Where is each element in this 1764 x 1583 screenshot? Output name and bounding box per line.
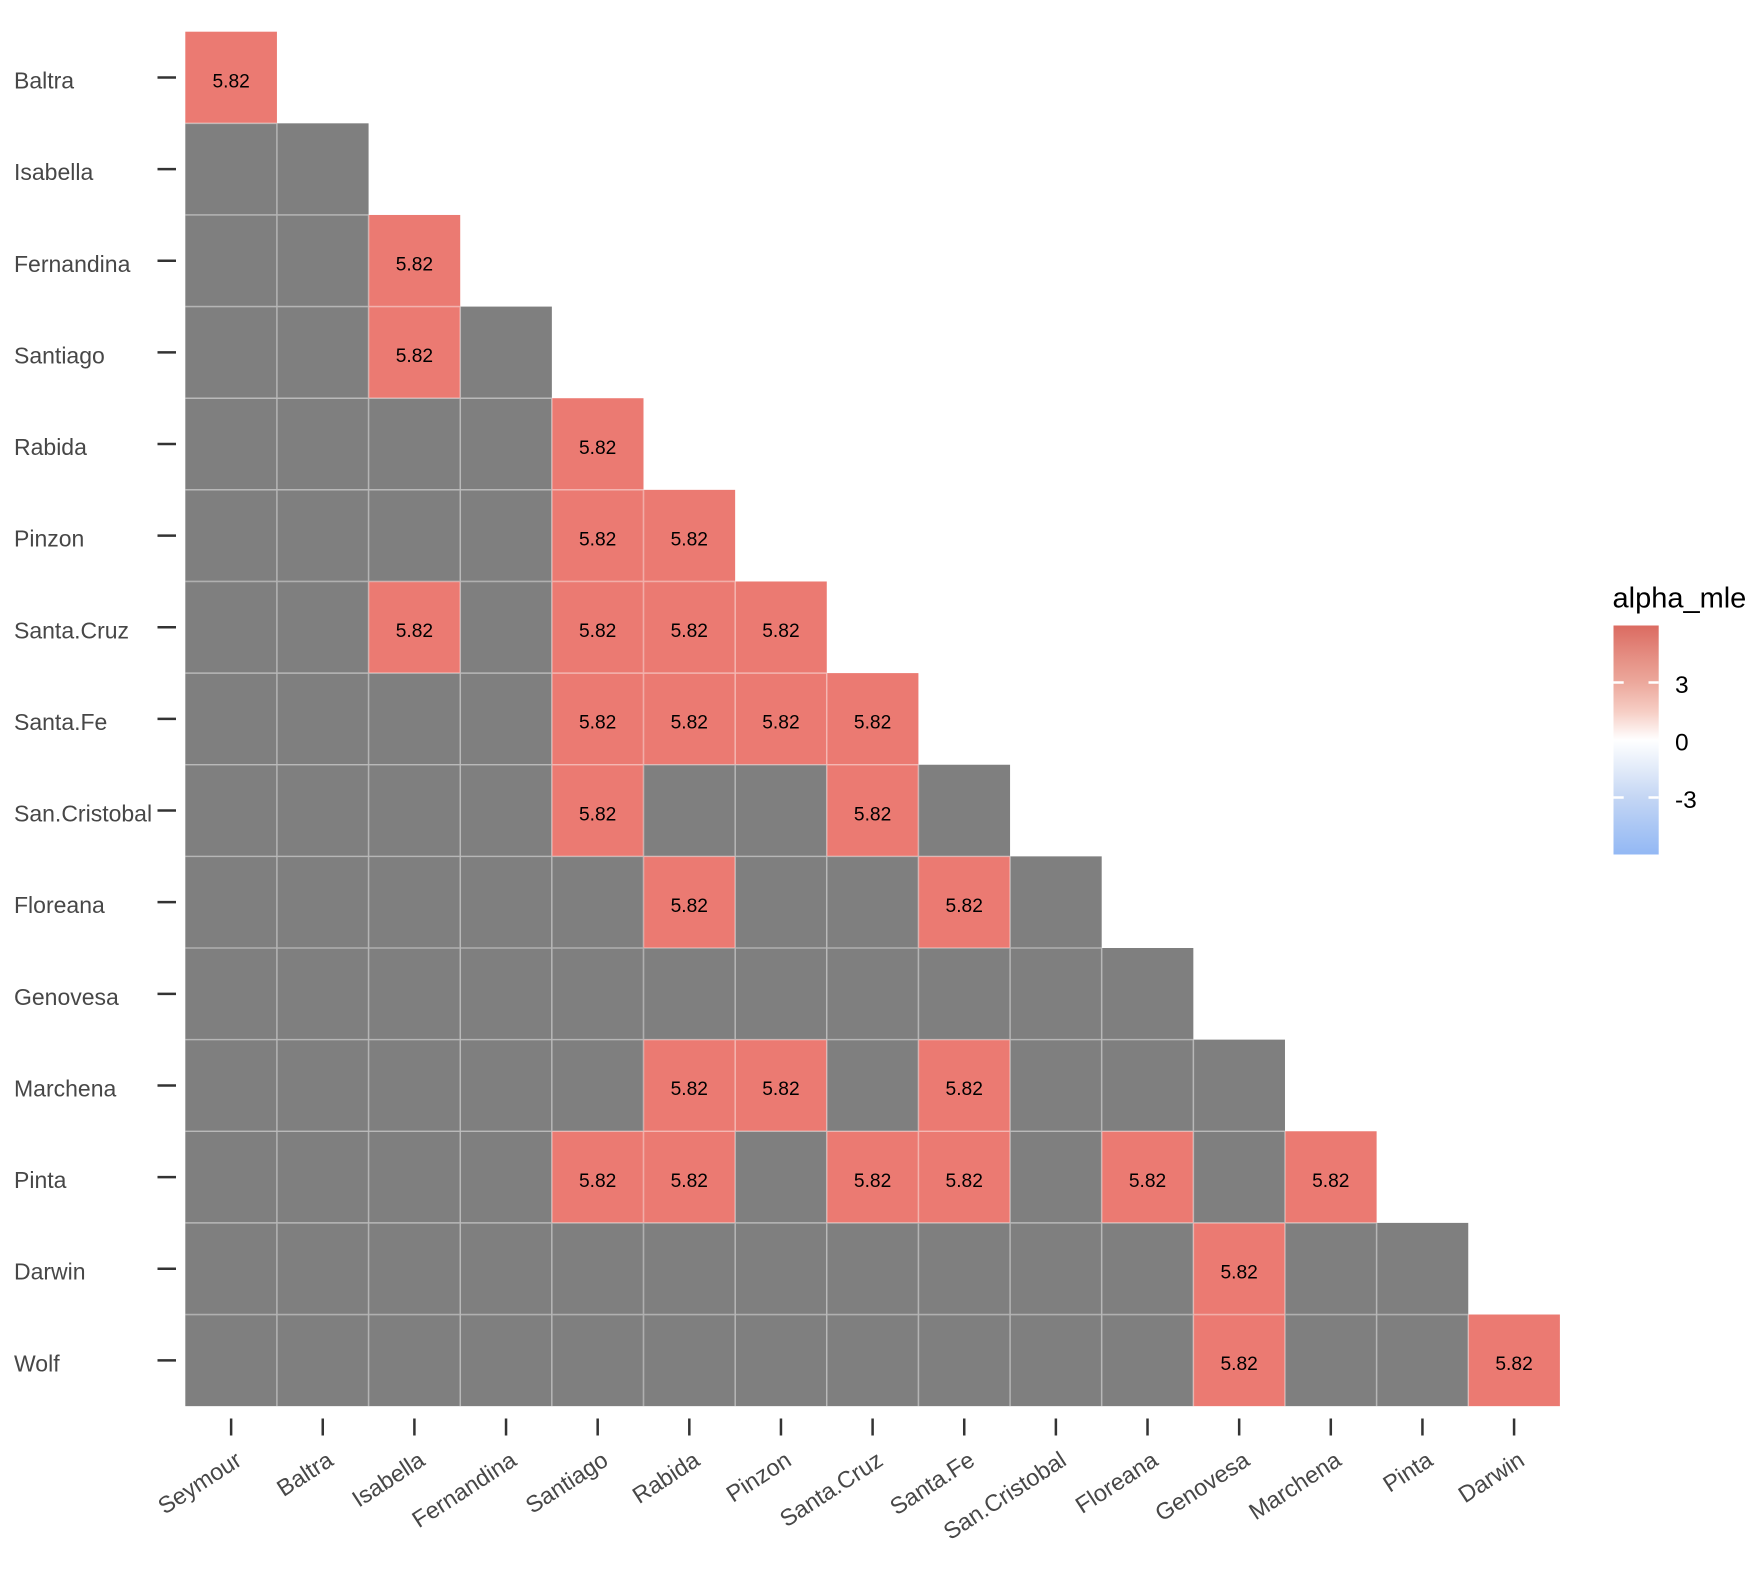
svg-text:Fernandina: Fernandina bbox=[14, 251, 131, 277]
svg-text:5.82: 5.82 bbox=[1312, 1171, 1349, 1192]
svg-text:5.82: 5.82 bbox=[854, 804, 891, 825]
svg-text:5.82: 5.82 bbox=[579, 621, 616, 642]
svg-text:5.82: 5.82 bbox=[762, 713, 799, 734]
svg-text:Darwin: Darwin bbox=[14, 1259, 86, 1285]
svg-text:0: 0 bbox=[1675, 730, 1689, 757]
svg-text:5.82: 5.82 bbox=[946, 1171, 983, 1192]
svg-text:5.82: 5.82 bbox=[396, 621, 433, 642]
svg-text:5.82: 5.82 bbox=[671, 896, 708, 917]
svg-text:Pinzon: Pinzon bbox=[14, 526, 84, 552]
svg-text:5.82: 5.82 bbox=[946, 1079, 983, 1100]
svg-text:Wolf: Wolf bbox=[14, 1350, 60, 1376]
svg-text:-3: -3 bbox=[1675, 787, 1697, 814]
svg-text:5.82: 5.82 bbox=[579, 1171, 616, 1192]
svg-text:5.82: 5.82 bbox=[762, 621, 799, 642]
svg-text:5.82: 5.82 bbox=[579, 438, 616, 459]
svg-text:5.82: 5.82 bbox=[579, 713, 616, 734]
svg-text:3: 3 bbox=[1675, 672, 1689, 699]
svg-text:5.82: 5.82 bbox=[1220, 1354, 1257, 1375]
svg-text:Rabida: Rabida bbox=[14, 434, 87, 460]
svg-text:5.82: 5.82 bbox=[762, 1079, 799, 1100]
svg-text:5.82: 5.82 bbox=[671, 1079, 708, 1100]
svg-text:Genovesa: Genovesa bbox=[14, 984, 119, 1010]
svg-text:Santiago: Santiago bbox=[14, 342, 105, 368]
svg-text:Baltra: Baltra bbox=[14, 68, 74, 94]
svg-text:5.82: 5.82 bbox=[212, 71, 249, 92]
svg-text:5.82: 5.82 bbox=[396, 346, 433, 367]
svg-text:Pinta: Pinta bbox=[14, 1167, 67, 1193]
svg-text:5.82: 5.82 bbox=[579, 529, 616, 550]
svg-text:5.82: 5.82 bbox=[671, 529, 708, 550]
svg-text:alpha_mle: alpha_mle bbox=[1613, 583, 1747, 615]
svg-text:5.82: 5.82 bbox=[671, 621, 708, 642]
svg-text:5.82: 5.82 bbox=[854, 713, 891, 734]
svg-text:Marchena: Marchena bbox=[14, 1075, 116, 1101]
svg-text:Santa.Fe: Santa.Fe bbox=[14, 709, 107, 735]
svg-text:5.82: 5.82 bbox=[579, 804, 616, 825]
svg-text:Floreana: Floreana bbox=[14, 892, 105, 918]
svg-text:5.82: 5.82 bbox=[1220, 1263, 1257, 1284]
svg-text:5.82: 5.82 bbox=[946, 896, 983, 917]
svg-text:5.82: 5.82 bbox=[854, 1171, 891, 1192]
svg-text:5.82: 5.82 bbox=[1129, 1171, 1166, 1192]
svg-text:Isabella: Isabella bbox=[14, 159, 93, 185]
svg-text:5.82: 5.82 bbox=[671, 1171, 708, 1192]
svg-text:San.Cristobal: San.Cristobal bbox=[14, 801, 152, 827]
svg-text:5.82: 5.82 bbox=[1495, 1354, 1532, 1375]
svg-text:Santa.Cruz: Santa.Cruz bbox=[14, 617, 129, 643]
svg-text:5.82: 5.82 bbox=[671, 713, 708, 734]
svg-text:5.82: 5.82 bbox=[396, 255, 433, 276]
